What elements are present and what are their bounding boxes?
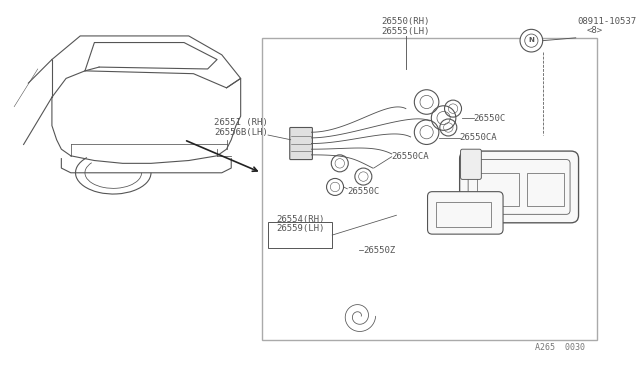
Bar	[436, 202, 491, 227]
Text: 26550CA: 26550CA	[460, 134, 497, 142]
Text: A265  0030: A265 0030	[535, 343, 585, 352]
Bar	[268, 222, 332, 248]
Text: 26550CA: 26550CA	[392, 152, 429, 161]
Circle shape	[520, 29, 543, 52]
Text: 26556B(LH): 26556B(LH)	[214, 128, 268, 137]
Text: 26554(RH): 26554(RH)	[276, 215, 324, 224]
FancyBboxPatch shape	[290, 128, 312, 160]
FancyBboxPatch shape	[428, 192, 503, 234]
Text: 26550C: 26550C	[474, 113, 506, 122]
Text: N: N	[529, 37, 534, 43]
FancyBboxPatch shape	[461, 149, 481, 179]
Bar	[477, 173, 519, 206]
Text: 26550(RH): 26550(RH)	[381, 17, 430, 26]
Text: 26550Z: 26550Z	[364, 246, 396, 255]
Text: 26559(LH): 26559(LH)	[276, 224, 324, 233]
Text: 08911-10537: 08911-10537	[578, 16, 637, 26]
Text: 26550C: 26550C	[348, 187, 380, 196]
FancyBboxPatch shape	[460, 151, 579, 223]
Text: 26551 (RH): 26551 (RH)	[214, 119, 268, 128]
Bar	[262, 38, 597, 340]
Bar	[527, 173, 564, 206]
Text: <8>: <8>	[587, 26, 603, 35]
Text: 26555(LH): 26555(LH)	[381, 27, 430, 36]
